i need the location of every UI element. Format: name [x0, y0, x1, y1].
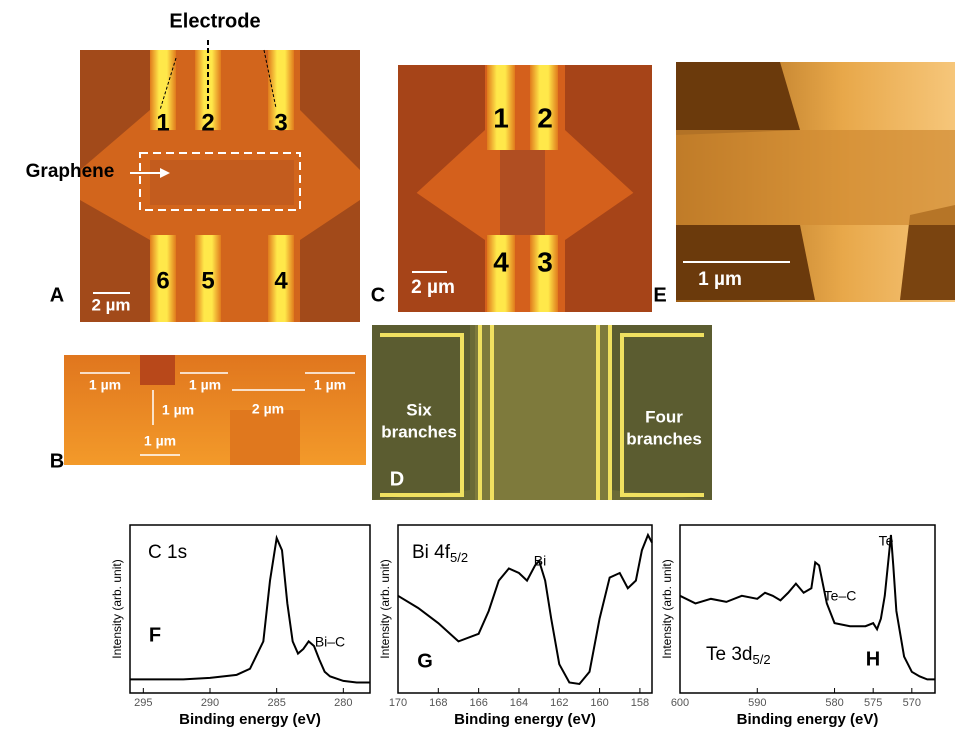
- annotation: Te–C: [824, 588, 857, 604]
- x-tick-label: 570: [903, 697, 921, 709]
- dimension-label: 1 µm: [162, 402, 194, 418]
- electrode-number: 3: [537, 246, 553, 277]
- panel-e: 1 µm E: [653, 62, 955, 306]
- dimension-label: 1 µm: [89, 377, 121, 393]
- panel-label: F: [149, 624, 161, 646]
- chart-title-main: Te 3d: [706, 644, 752, 665]
- panel-label: B: [50, 450, 64, 472]
- panel-c: 1 2 4 3 2 µm C: [371, 65, 652, 312]
- spectrum-chart: 600 590 580 575 570 Binding energy (eV) Intens…: [660, 525, 935, 728]
- electrode-number: 3: [274, 109, 287, 136]
- y-axis-label: Intensity (arb. unit): [378, 559, 392, 658]
- x-axis-label: Binding energy (eV): [179, 711, 321, 728]
- panel-label: G: [417, 650, 433, 672]
- x-tick-label: 160: [590, 697, 608, 709]
- branch-label: Four: [645, 407, 683, 426]
- electrode-number: 1: [493, 102, 509, 133]
- x-tick-label: 164: [510, 697, 528, 709]
- x-tick-label: 590: [748, 697, 766, 709]
- panel-a: Electrode Graphene 1 2 3 6 5 4 2 µm A: [26, 10, 360, 322]
- electrode-number: 1: [156, 109, 169, 136]
- y-axis-label: Intensity (arb. unit): [660, 559, 674, 658]
- electrode-label: Electrode: [169, 10, 260, 32]
- chart-title: Bi 4f5/2: [412, 542, 468, 565]
- branch-label: branches: [626, 429, 702, 448]
- electrode-number: 2: [537, 102, 553, 133]
- electrode-number: 4: [493, 246, 509, 277]
- panel-b: 1 µm 1 µm 1 µm 1 µm 2 µm 1 µm B: [50, 355, 366, 472]
- chart-title-subscript: 5/2: [450, 550, 468, 565]
- scale-bar-label: 1 µm: [698, 269, 742, 290]
- dimension-label: 1 µm: [314, 377, 346, 393]
- scale-bar-label: 2 µm: [91, 295, 130, 314]
- x-tick-label: 158: [631, 697, 649, 709]
- chart-title: C 1s: [148, 542, 187, 563]
- branch-label: branches: [381, 422, 457, 441]
- x-axis-label: Binding energy (eV): [737, 711, 879, 728]
- x-tick-label: 166: [469, 697, 487, 709]
- chart-title-main: C 1s: [148, 542, 187, 563]
- dimension-label: 1 µm: [144, 433, 176, 449]
- x-tick-label: 170: [389, 697, 407, 709]
- electrode-number: 4: [274, 267, 288, 294]
- panel-label: D: [390, 468, 404, 490]
- x-tick-label: 600: [671, 697, 689, 709]
- x-tick-label: 168: [429, 697, 447, 709]
- electrode-number: 2: [201, 109, 214, 136]
- spectrum-chart: 295 290 285 280 Binding energy (eV) Intensity…: [110, 525, 370, 728]
- electrode-number: 5: [201, 267, 214, 294]
- panel-label: H: [866, 648, 880, 670]
- panel-label: E: [653, 284, 666, 306]
- figure: Electrode Graphene 1 2 3 6 5 4 2 µm A 1 …: [0, 0, 955, 731]
- x-tick-label: 285: [267, 697, 285, 709]
- x-tick-label: 280: [334, 697, 352, 709]
- electrode-number: 6: [156, 267, 169, 294]
- graphene-label: Graphene: [26, 161, 115, 182]
- dimension-label: 1 µm: [189, 377, 221, 393]
- x-tick-label: 295: [134, 697, 152, 709]
- x-tick-label: 290: [201, 697, 219, 709]
- x-tick-label: 162: [550, 697, 568, 709]
- annotation: Bi: [534, 553, 546, 569]
- chart-title-subscript: 5/2: [752, 652, 770, 667]
- annotation: Te: [879, 533, 894, 549]
- panel-label: C: [371, 284, 385, 306]
- x-axis-label: Binding energy (eV): [454, 711, 596, 728]
- chart-title: Te 3d5/2: [706, 644, 771, 667]
- panel-d: Six branches Four branches D: [372, 325, 712, 500]
- spectrum-chart: 170 168 166 164 162 160 158 Binding energy (eV)…: [378, 525, 652, 728]
- panel-label: A: [50, 284, 64, 306]
- annotation: Bi–C: [315, 634, 345, 650]
- scale-bar-label: 2 µm: [411, 277, 455, 298]
- branch-label: Six: [406, 400, 432, 419]
- dimension-label: 2 µm: [252, 401, 284, 417]
- x-tick-label: 575: [864, 697, 882, 709]
- chart-title-main: Bi 4f: [412, 542, 451, 563]
- y-axis-label: Intensity (arb. unit): [110, 559, 124, 658]
- x-tick-label: 580: [825, 697, 843, 709]
